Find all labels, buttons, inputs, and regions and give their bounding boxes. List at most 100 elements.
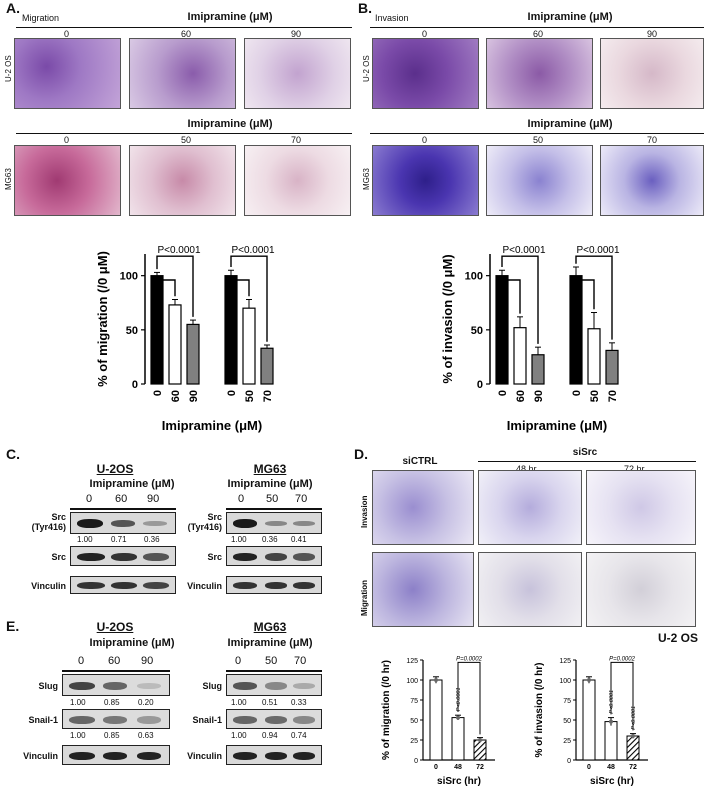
data-point xyxy=(609,719,613,724)
panel-label-e: E. xyxy=(6,618,20,634)
blot-row-label: Vinculin xyxy=(187,751,222,761)
blot-title: U-2OS xyxy=(96,462,134,476)
panel-a-corner-label: Migration xyxy=(22,13,60,23)
micrograph xyxy=(372,470,474,545)
blot-vinculin xyxy=(70,576,176,594)
significance-bracket xyxy=(579,277,595,310)
quant-value: 0.36 xyxy=(144,535,160,544)
x-tick-label: 0 xyxy=(152,390,164,396)
blot-treatment: Imipramine (μM) xyxy=(89,637,175,649)
significance-bracket xyxy=(160,279,176,297)
p-value: P<0.0001 xyxy=(502,245,546,256)
panel-b-row1-header: Imipramine (μM) xyxy=(527,11,613,23)
y-tick-label: 100 xyxy=(120,271,138,283)
y-tick-label: 100 xyxy=(465,271,483,283)
dose-label: 0 xyxy=(422,135,428,145)
x-tick-label: 70 xyxy=(607,390,619,402)
significance-bracket xyxy=(230,255,268,342)
bar xyxy=(186,323,200,385)
micrograph xyxy=(478,552,582,627)
dose-label: 0 xyxy=(422,29,428,39)
blot-row-label: Src (Tyr416) xyxy=(187,512,222,532)
dose-rule xyxy=(226,508,322,510)
y-tick-label: 125 xyxy=(406,658,418,665)
panel-a-row2-header: Imipramine (μM) xyxy=(187,118,273,130)
p-value: P=0.0002 xyxy=(609,656,636,662)
y-tick-label: 50 xyxy=(126,325,138,337)
blot-treatment: Imipramine (μM) xyxy=(227,478,313,490)
y-tick-label: 50 xyxy=(471,325,483,337)
x-tick-label: 72 xyxy=(629,764,637,771)
quant-value: 0.85 xyxy=(104,698,120,707)
blot-src xyxy=(226,546,322,566)
dose-label: 90 xyxy=(291,29,302,39)
dose-label: 50 xyxy=(266,493,279,505)
blot-snail1 xyxy=(62,709,170,729)
micrograph xyxy=(586,470,696,545)
panel-a-row2-rule xyxy=(16,133,352,134)
y-tick-label: 50 xyxy=(410,718,418,725)
dose-label: 60 xyxy=(108,655,121,667)
dose-label: 60 xyxy=(181,29,192,39)
panel-b-row2-rule xyxy=(370,133,704,134)
x-tick-label: 70 xyxy=(262,390,274,402)
y-tick-label: 100 xyxy=(559,678,571,685)
dose-label: 70 xyxy=(291,135,302,145)
chart-migration-imipramine: 0 50 100 0 60 90 0 50 70 P<0.0001 P<0.0001 % of mig… xyxy=(95,245,275,433)
micrograph xyxy=(478,470,582,545)
dose-label: 70 xyxy=(295,493,308,505)
significance-bracket xyxy=(575,255,613,340)
x-axis-label: siSrc (hr) xyxy=(437,776,481,787)
quant-value: 0.74 xyxy=(291,731,307,740)
cell-line-label: U-2 OS xyxy=(4,55,13,82)
bar xyxy=(569,275,583,385)
p-value: P=0.0002 xyxy=(456,656,483,662)
p-value: P<0.0001 xyxy=(609,690,615,714)
blot-row-label: Src (Tyr416) xyxy=(31,512,66,532)
data-point xyxy=(478,738,482,742)
blot-row-label: Slug xyxy=(38,681,59,691)
cell-line-label: U-2 OS xyxy=(657,631,698,645)
dose-label: 60 xyxy=(115,493,128,505)
dose-label: 90 xyxy=(647,29,658,39)
chart-invasion-sisrc: 0 25 50 75 100 125 0 48 72 P=0.0002 P<0.0001 P<0.00… xyxy=(534,656,648,787)
quant-value: 1.00 xyxy=(231,698,247,707)
dose-rule xyxy=(226,670,322,672)
data-point xyxy=(434,678,438,682)
dose-label: 50 xyxy=(181,135,192,145)
quant-value: 0.36 xyxy=(262,535,278,544)
dose-label: 50 xyxy=(265,655,278,667)
micrograph xyxy=(372,552,474,627)
dose-label: 0 xyxy=(64,135,70,145)
quant-value: 0.51 xyxy=(262,698,278,707)
blot-src xyxy=(70,546,176,566)
panel-b-row2-header: Imipramine (μM) xyxy=(527,118,613,130)
data-point xyxy=(587,678,591,682)
dose-label: 70 xyxy=(647,135,658,145)
significance-bracket xyxy=(234,279,250,297)
cell-line-label: U-2 OS xyxy=(362,55,371,82)
data-point xyxy=(456,715,460,720)
blot-slug xyxy=(226,674,322,696)
blot-treatment: Imipramine (μM) xyxy=(89,478,175,490)
bar xyxy=(260,347,274,385)
quant-value: 1.00 xyxy=(70,698,86,707)
bar xyxy=(168,304,182,385)
quant-value: 0.63 xyxy=(138,731,154,740)
blot-vinculin xyxy=(62,745,170,765)
quant-value: 0.94 xyxy=(262,731,278,740)
bar xyxy=(582,679,596,761)
y-tick-label: 100 xyxy=(406,678,418,685)
y-tick-label: 0 xyxy=(414,758,418,765)
quant-value: 0.71 xyxy=(111,535,127,544)
micrograph xyxy=(244,38,351,109)
quant-value: 0.20 xyxy=(138,698,154,707)
time-label: 72 hr xyxy=(624,464,645,474)
blot-vinculin xyxy=(226,745,322,765)
blot-row-label: Vinculin xyxy=(31,581,66,591)
x-axis-label: siSrc (hr) xyxy=(590,776,634,787)
y-tick-label: 25 xyxy=(410,738,418,745)
panel-label-d: D. xyxy=(354,446,368,462)
p-value: P<0.0001 xyxy=(576,245,620,256)
micrograph xyxy=(600,38,704,109)
